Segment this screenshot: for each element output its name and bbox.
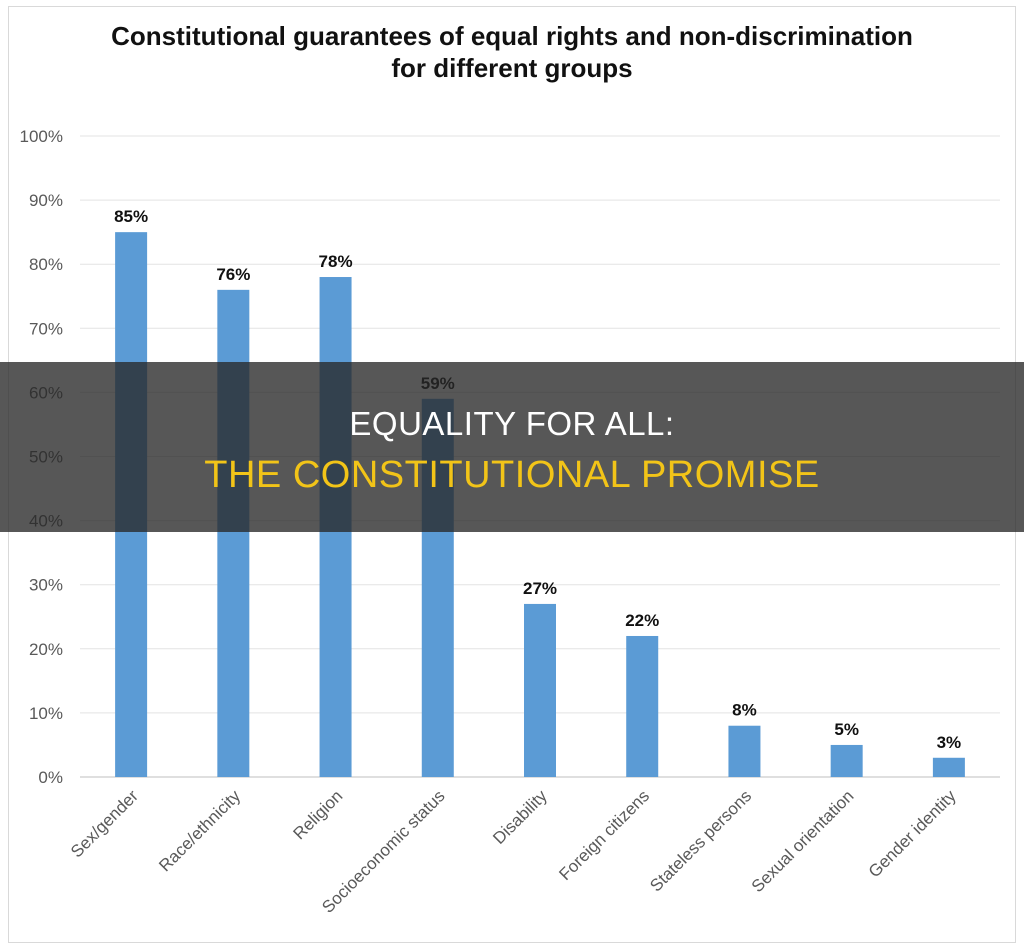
data-label: 27% [523,579,557,598]
title-banner [0,362,1024,532]
category-label: Religion [290,786,347,843]
category-label: Race/ethnicity [155,786,244,875]
data-label: 8% [732,701,757,720]
data-label: 76% [216,265,250,284]
y-tick-label: 90% [29,191,63,210]
y-tick-label: 80% [29,255,63,274]
bar [932,757,965,777]
data-label: 78% [319,252,353,271]
y-tick-label: 10% [29,704,63,723]
category-label: Stateless persons [646,786,755,895]
chart-title: Constitutional guarantees of equal right… [111,21,913,83]
bar [728,725,761,777]
data-label: 5% [834,720,859,739]
banner-line-2: THE CONSTITUTIONAL PROMISE [204,454,820,496]
category-label: Foreign citizens [555,786,653,884]
category-label: Gender identity [865,786,960,881]
banner-line-1: EQUALITY FOR ALL: [349,405,675,442]
y-tick-label: 70% [29,319,63,338]
data-label: 22% [625,611,659,630]
category-label: Sex/gender [67,786,142,861]
y-tick-label: 0% [38,768,63,787]
bar [830,744,863,777]
bar [626,635,659,777]
x-axis-categories: Sex/gender Race/ethnicity ReligionSocioeco… [67,786,960,917]
y-tick-label: 30% [29,576,63,595]
data-label: 85% [114,207,148,226]
data-label: 3% [937,733,962,752]
y-tick-label: 100% [20,127,63,146]
category-label: Disability [489,786,551,848]
category-label: Sexual orientation [748,786,858,896]
bar [524,603,556,777]
y-tick-label: 20% [29,640,63,659]
